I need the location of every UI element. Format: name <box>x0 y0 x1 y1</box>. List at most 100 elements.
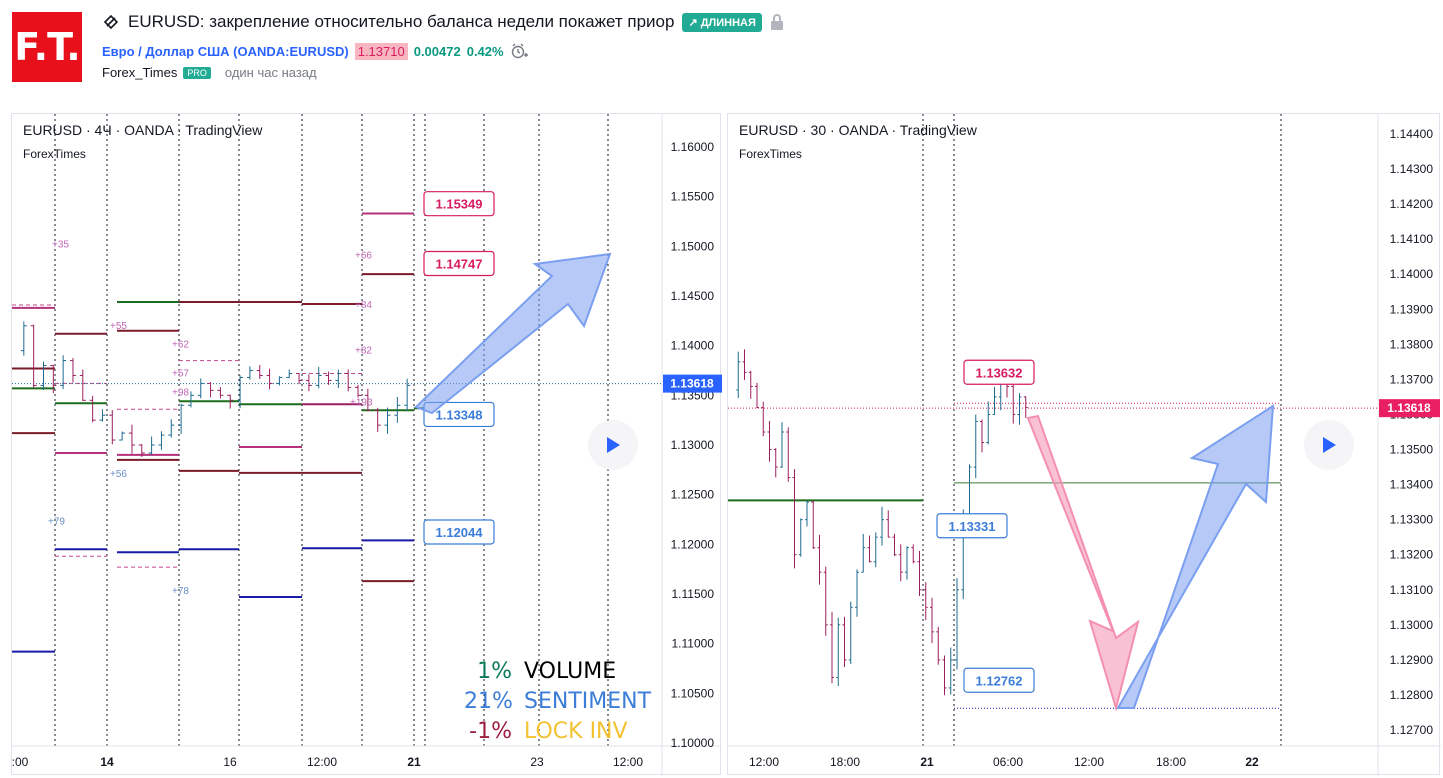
left-chart-panel[interactable]: 1.16000 1.15500 1.15000 1.14500 1.14000 1.135… <box>11 113 722 776</box>
stats-block: 1% VOLUME 21% SENTIMENT -1% LOCK INV <box>464 657 651 747</box>
x-tick-label: 18:00 <box>1156 755 1186 769</box>
level-label: +35 <box>52 239 69 250</box>
y-tick-label: 1.16000 <box>671 140 715 154</box>
publish-time: один час назад <box>224 65 317 80</box>
stat-value: -1% <box>469 719 512 744</box>
y-tick-label: 1.12500 <box>671 488 715 502</box>
callout-label-box <box>963 667 1035 693</box>
callout-label: 1.13348 <box>436 407 483 422</box>
author-row: Forex_Times PRO один час назад <box>102 65 317 80</box>
callout-label-box <box>423 250 495 277</box>
y-tick-label: 1.13700 <box>1390 372 1434 386</box>
y-tick-label: 1.13300 <box>1390 513 1434 527</box>
alarm-clock-icon[interactable] <box>510 42 528 60</box>
y-tick-label: 1.14200 <box>1390 197 1434 211</box>
symbol-link[interactable]: Евро / Доллар США (OANDA:EURUSD) <box>102 43 349 59</box>
left-play-button[interactable] <box>588 420 638 470</box>
title-row: EURUSD: закрепление относительно баланса… <box>102 12 784 32</box>
x-tick-label: 16 <box>223 755 237 769</box>
x-tick-label: :00 <box>12 755 29 769</box>
y-tick-label: 1.14500 <box>671 289 715 303</box>
callout-label: 1.15349 <box>436 197 483 212</box>
x-tick-label: 12:00 <box>613 755 643 769</box>
y-tick-label: 1.13500 <box>1390 443 1434 457</box>
left-chart-subtitle: ForexTimes <box>23 147 86 161</box>
callout-label-box <box>423 191 495 217</box>
current-price-label: 1.13618 <box>1387 401 1431 415</box>
y-tick-label: 1.13000 <box>1390 618 1434 632</box>
level-label: +82 <box>355 346 372 357</box>
idea-icon <box>103 14 119 30</box>
y-tick-label: 1.15500 <box>671 190 715 204</box>
left-chart-header: EURUSD · 4Ч · OANDA · TradingView <box>23 122 263 138</box>
level-label: +78 <box>172 586 189 597</box>
y-tick-label: 1.14000 <box>671 339 715 353</box>
callout-label: 1.12762 <box>976 673 1023 688</box>
y-tick-label: 1.14300 <box>1390 162 1434 176</box>
x-tick-label: 18:00 <box>830 755 860 769</box>
callout-label: 1.13331 <box>949 519 996 534</box>
x-tick-label: 12:00 <box>1074 755 1104 769</box>
right-play-button[interactable] <box>1304 420 1354 470</box>
y-tick-label: 1.11500 <box>672 587 715 601</box>
y-tick-label: 1.15000 <box>671 239 715 253</box>
left-chart: 1.160001.155001.150001.145001.140001.135… <box>12 114 722 776</box>
callout-label: 1.12044 <box>436 525 484 540</box>
x-tick-label: 21 <box>920 755 934 769</box>
y-tick-label: 1.14100 <box>1390 232 1434 246</box>
author-name[interactable]: Forex_Times <box>102 65 178 80</box>
x-tick-label: 12:00 <box>307 755 337 769</box>
symbol-change-pct: 0.42% <box>466 43 504 59</box>
level-label: +79 <box>48 516 65 527</box>
x-tick-label: 21 <box>407 755 421 769</box>
y-tick-label: 1.12900 <box>1390 653 1434 667</box>
right-chart: 1.14400 1.14300 1.14200 1.14100 1.14000 1.139… <box>728 114 1441 776</box>
y-tick-label: 1.13000 <box>671 438 715 452</box>
x-tick-label: 06:00 <box>993 755 1023 769</box>
callout-label: 1.14747 <box>436 256 483 271</box>
y-tick-label: 1.13200 <box>1390 548 1434 562</box>
idea-title: EURUSD: закрепление относительно баланса… <box>128 12 675 31</box>
callout-label: 1.13632 <box>976 365 1023 380</box>
current-price-tag <box>1379 399 1440 418</box>
idea-header: F.T. EURUSD: закрепление относительно ба… <box>0 0 1443 100</box>
level-label: +98 <box>172 387 189 398</box>
long-tag: ↗ ДЛИННАЯ <box>682 12 762 32</box>
callout-label-box <box>423 519 495 545</box>
stat-row: -1% LOCK INV <box>464 717 651 747</box>
y-tick-label: 1.10000 <box>671 736 715 750</box>
symbol-price: 1.13710 <box>354 42 408 60</box>
current-price-tag <box>663 374 722 393</box>
x-tick-label: 14 <box>100 755 114 769</box>
y-tick-label: 1.14400 <box>1390 127 1434 141</box>
author-logo[interactable]: F.T. <box>12 12 82 82</box>
stat-row: 1% VOLUME <box>464 657 651 687</box>
symbol-row: Евро / Доллар США (OANDA:EURUSD) 1.13710… <box>102 42 528 60</box>
stat-label: VOLUME <box>524 659 617 684</box>
forecast-arrow-up <box>1116 404 1275 709</box>
y-tick-label: 1.13900 <box>1390 302 1434 316</box>
y-tick-label: 1.11000 <box>672 637 715 651</box>
callout-label-box <box>936 513 1008 539</box>
play-icon <box>607 437 620 453</box>
symbol-change: 0.00472 <box>413 43 461 59</box>
level-label: +55 <box>110 321 127 332</box>
y-tick-label: 1.12800 <box>1390 688 1434 702</box>
y-tick-label: 1.12700 <box>1390 723 1434 737</box>
y-tick-label: 1.13100 <box>1390 583 1434 597</box>
y-tick-label: 1.13800 <box>1390 337 1434 351</box>
right-chart-panel[interactable]: 1.14400 1.14300 1.14200 1.14100 1.14000 1.139… <box>727 113 1441 776</box>
lock-icon <box>770 14 783 30</box>
play-icon <box>1323 437 1336 453</box>
pro-badge: PRO <box>183 66 211 79</box>
y-tick-label: 1.14000 <box>1390 267 1434 281</box>
stat-value: 21% <box>464 689 513 714</box>
forecast-arrow-down <box>1026 414 1140 712</box>
level-label: +193 <box>350 397 373 408</box>
right-chart-subtitle: ForexTimes <box>739 147 802 161</box>
level-label: +57 <box>172 368 189 379</box>
y-tick-label: 1.10500 <box>671 686 715 700</box>
level-label: +56 <box>110 469 127 480</box>
stat-row: 21% SENTIMENT <box>464 687 651 717</box>
y-tick-label: 1.12000 <box>671 537 715 551</box>
